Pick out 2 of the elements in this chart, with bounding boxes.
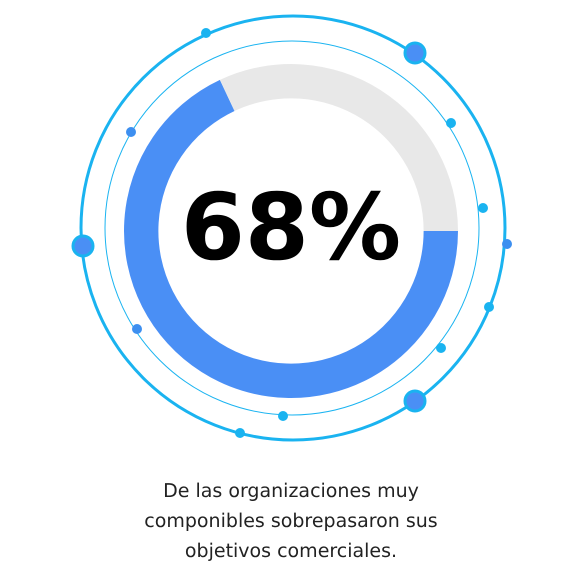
text: De las organizaciones muy componibles sobrepasaron sus objetivos comerciales.	[143, 479, 439, 564]
text: 68%	[180, 174, 402, 281]
